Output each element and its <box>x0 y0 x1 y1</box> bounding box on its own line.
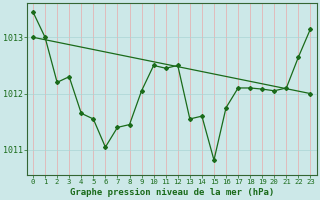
X-axis label: Graphe pression niveau de la mer (hPa): Graphe pression niveau de la mer (hPa) <box>70 188 274 197</box>
